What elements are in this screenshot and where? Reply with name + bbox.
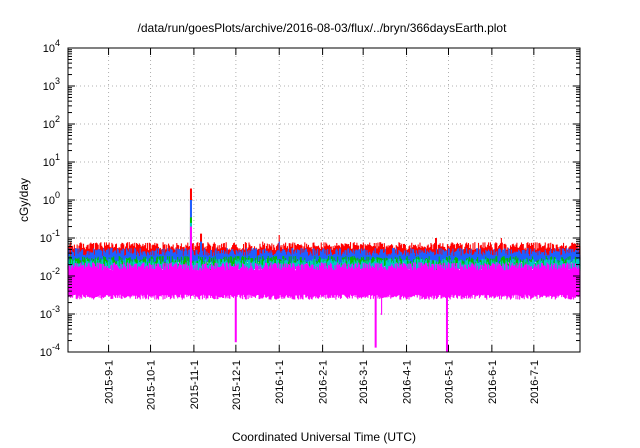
x-tick-label: 2016-7-1 — [529, 360, 541, 404]
x-tick-label: 2015-11-1 — [189, 360, 201, 409]
y-tick-label: 104 — [43, 38, 60, 55]
x-tick-label: 2015-9-1 — [104, 360, 116, 404]
x-tick-label: 2015-12-1 — [231, 360, 243, 410]
x-tick-label: 2016-3-1 — [358, 360, 370, 404]
y-tick-label: 100 — [43, 190, 60, 207]
data-layer — [67, 188, 581, 352]
x-axis-title: Coordinated Universal Time (UTC) — [232, 430, 416, 444]
chart-title: /data/run/goesPlots/archive/2016-08-03/f… — [138, 21, 508, 35]
y-tick-label: 102 — [43, 114, 60, 131]
y-tick-label: 10-1 — [40, 228, 60, 245]
x-tick-label: 2016-5-1 — [444, 360, 456, 404]
y-tick-label: 101 — [43, 152, 60, 169]
x-tick-label: 2015-10-1 — [146, 360, 158, 410]
tick-layer — [68, 47, 580, 353]
y-tick-labels: 10-4 10-3 10-2 10-1 100 101 102 103 104 — [40, 38, 60, 359]
y-tick-label: 103 — [43, 76, 60, 93]
y-tick-label: 10-4 — [40, 342, 60, 359]
x-tick-label: 2016-6-1 — [487, 360, 499, 404]
x-tick-label: 2016-1-1 — [274, 360, 286, 404]
y-tick-label: 10-3 — [40, 304, 60, 321]
x-tick-label: 2016-2-1 — [318, 360, 330, 404]
x-tick-label: 2016-4-1 — [402, 360, 414, 404]
grid-layer — [68, 48, 580, 352]
y-tick-label: 10-2 — [40, 266, 60, 283]
y-axis-title: cGy/day — [17, 178, 31, 222]
x-tick-labels: 2015-9-1 2015-10-1 2015-11-1 2015-12-1 2016-… — [104, 360, 541, 410]
